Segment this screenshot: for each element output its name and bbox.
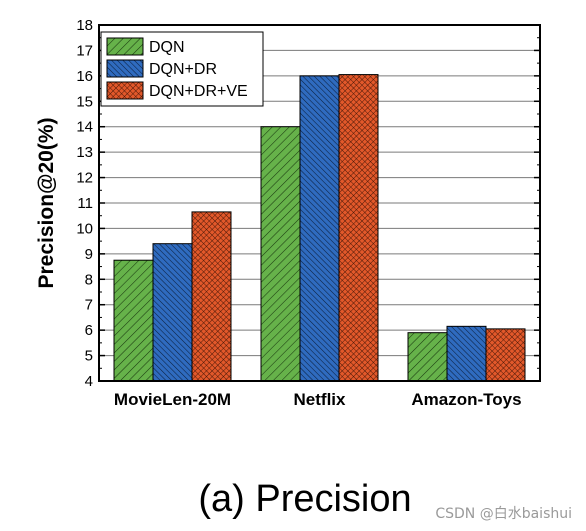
bar-dqn-dr-ve-netflix bbox=[338, 74, 379, 382]
bar-dqn-dr-movielen-20m bbox=[152, 243, 193, 382]
y-tick-label: 11 bbox=[77, 195, 93, 212]
bar-dqn-dr-ve-amazon-toys bbox=[485, 328, 526, 382]
y-tick-label: 10 bbox=[76, 220, 93, 237]
bar-dqn-movielen-20m bbox=[113, 259, 154, 382]
legend-swatch bbox=[106, 81, 144, 100]
y-tick-label: 17 bbox=[76, 42, 93, 59]
bar-dqn-dr-netflix bbox=[299, 75, 340, 382]
bar-dqn-dr-amazon-toys bbox=[446, 325, 487, 382]
legend-swatch bbox=[106, 37, 144, 56]
x-category-label: Netflix bbox=[294, 390, 347, 409]
y-tick-label: 9 bbox=[85, 246, 93, 263]
y-tick-label: 12 bbox=[76, 170, 93, 187]
y-tick-label: 18 bbox=[76, 17, 93, 34]
figure-caption: (a) Precision bbox=[198, 478, 412, 520]
bar-dqn-amazon-toys bbox=[407, 332, 448, 382]
y-tick-label: 7 bbox=[85, 297, 93, 314]
y-axis-ticks: 4 5 6 7 8 9 10 11 12 13 14 15 16 17 18 bbox=[76, 17, 540, 390]
legend-label: DQN+DR+VE bbox=[149, 83, 248, 100]
y-axis-label: Precision@20(%) bbox=[35, 117, 58, 288]
watermark: CSDN @白水baishui bbox=[435, 506, 572, 522]
x-axis-categories: MovieLen-20M Netflix Amazon-Toys bbox=[114, 390, 522, 409]
legend-label: DQN+DR bbox=[149, 61, 217, 78]
y-tick-label: 4 bbox=[85, 373, 93, 390]
bar-chart: 4 5 6 7 8 9 10 11 12 13 14 15 16 17 18 MovieLen-20M Net… bbox=[35, 17, 541, 409]
y-tick-label: 14 bbox=[76, 119, 93, 136]
y-tick-label: 8 bbox=[85, 271, 93, 288]
x-category-label: Amazon-Toys bbox=[411, 390, 521, 409]
bar-dqn-netflix bbox=[260, 126, 301, 382]
legend: DQN DQN+DR DQN+DR+VE bbox=[100, 31, 264, 107]
legend-label: DQN bbox=[149, 39, 185, 56]
y-tick-label: 15 bbox=[76, 93, 93, 110]
y-tick-label: 5 bbox=[85, 348, 93, 365]
bar-dqn-dr-ve-movielen-20m bbox=[191, 211, 232, 382]
legend-swatch bbox=[106, 59, 144, 78]
y-tick-label: 13 bbox=[76, 144, 93, 161]
y-tick-label: 6 bbox=[85, 322, 93, 339]
y-tick-label: 16 bbox=[76, 68, 93, 85]
bars bbox=[113, 74, 526, 382]
x-category-label: MovieLen-20M bbox=[114, 390, 231, 409]
